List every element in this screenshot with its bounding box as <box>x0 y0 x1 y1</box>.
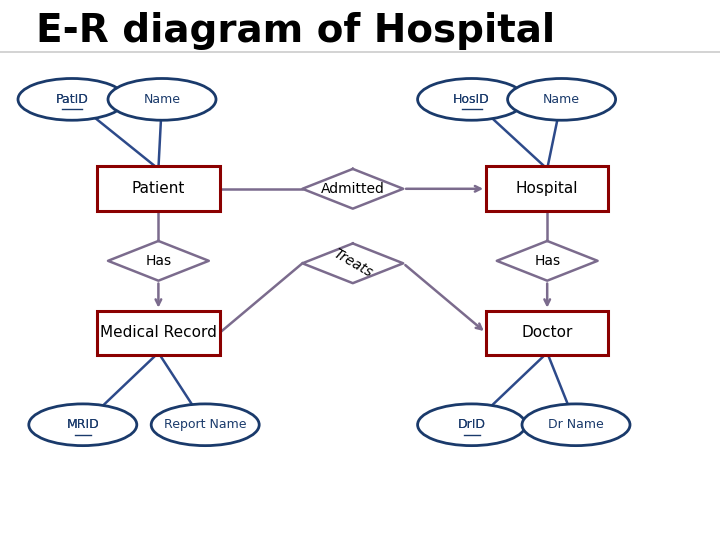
Text: Patient: Patient <box>132 181 185 196</box>
Bar <box>486 166 608 211</box>
Text: HosID: HosID <box>453 93 490 106</box>
Text: Name: Name <box>543 93 580 106</box>
Polygon shape <box>302 244 403 283</box>
Polygon shape <box>497 241 598 281</box>
Polygon shape <box>302 169 403 208</box>
Polygon shape <box>108 241 209 281</box>
Bar <box>97 310 220 355</box>
Text: MRID: MRID <box>66 418 99 431</box>
Text: Report Name: Report Name <box>164 418 246 431</box>
Text: Doctor: Doctor <box>521 326 573 340</box>
Text: DrID: DrID <box>458 418 485 431</box>
Bar <box>486 310 608 355</box>
Text: DrID: DrID <box>458 418 485 431</box>
Text: 49: 49 <box>351 511 369 525</box>
Text: Has: Has <box>534 254 560 268</box>
Text: Medical Record: Medical Record <box>100 326 217 340</box>
Ellipse shape <box>108 78 216 120</box>
Text: PatID: PatID <box>55 93 89 106</box>
Ellipse shape <box>29 404 137 446</box>
Ellipse shape <box>418 404 526 446</box>
Text: Admitted: Admitted <box>321 182 384 196</box>
Text: Hospital: Hospital <box>516 181 578 196</box>
Text: Dr Name: Dr Name <box>548 418 604 431</box>
Ellipse shape <box>18 78 126 120</box>
Ellipse shape <box>151 404 259 446</box>
Bar <box>97 166 220 211</box>
Text: Name: Name <box>143 93 181 106</box>
Text: HosID: HosID <box>453 93 490 106</box>
Text: E-R diagram of Hospital: E-R diagram of Hospital <box>36 12 555 50</box>
Text: PatID: PatID <box>55 93 89 106</box>
Text: Darshan Institute of Engineering & Technology: Darshan Institute of Engineering & Techn… <box>375 511 698 525</box>
Text: Treats: Treats <box>330 247 375 280</box>
Text: Unit – 3: Entity-Relationship Model: Unit – 3: Entity-Relationship Model <box>29 511 267 525</box>
Text: Has: Has <box>145 254 171 268</box>
Text: MRID: MRID <box>66 418 99 431</box>
Ellipse shape <box>508 78 616 120</box>
Ellipse shape <box>418 78 526 120</box>
Ellipse shape <box>522 404 630 446</box>
